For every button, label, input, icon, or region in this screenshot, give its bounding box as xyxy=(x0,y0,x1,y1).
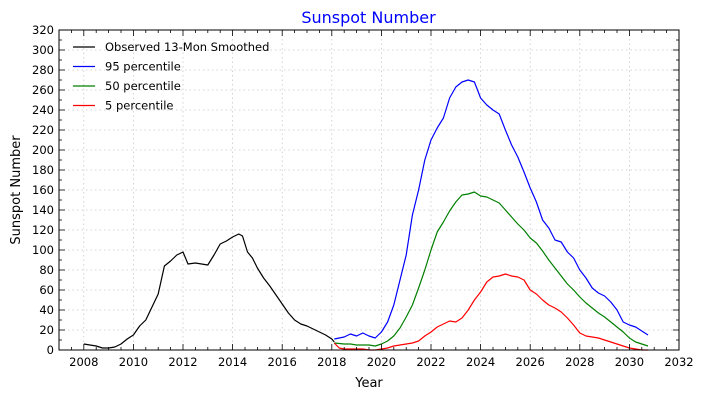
y-tick-label: 240 xyxy=(32,103,54,117)
y-tick-label: 220 xyxy=(32,123,54,137)
x-tick-label: 2018 xyxy=(317,355,346,369)
series-line-1 xyxy=(334,79,649,340)
legend-label-2: 50 percentile xyxy=(105,79,181,93)
series-layer xyxy=(83,79,649,351)
x-tick-label: 2012 xyxy=(168,355,197,369)
x-tick-label: 2010 xyxy=(119,355,148,369)
y-axis-label: Sunspot Number xyxy=(9,135,24,245)
x-tick-label: 2020 xyxy=(367,355,396,369)
x-axis-label: Year xyxy=(354,376,383,391)
series-line-2 xyxy=(334,191,649,347)
y-tick-label: 260 xyxy=(32,83,54,97)
x-tick-label: 2030 xyxy=(615,355,644,369)
y-tick-label: 20 xyxy=(39,323,54,337)
x-tick-label: 2022 xyxy=(416,355,445,369)
legend-label-1: 95 percentile xyxy=(105,60,181,74)
legend-label-0: Observed 13-Mon Smoothed xyxy=(105,40,269,54)
x-tick-label: 2014 xyxy=(218,355,247,369)
y-tick-label: 60 xyxy=(39,283,54,297)
y-tick-label: 160 xyxy=(32,183,54,197)
series-line-0 xyxy=(83,233,335,349)
y-tick-label: 180 xyxy=(32,163,54,177)
axis-ticks: 2008 2010 2012 2014 2016 2018 2020 2022 2024 2026… xyxy=(32,23,694,369)
y-tick-label: 280 xyxy=(32,63,54,77)
y-tick-label: 300 xyxy=(32,43,54,57)
x-tick-label: 2024 xyxy=(466,355,495,369)
y-tick-label: 80 xyxy=(39,263,54,277)
x-tick-label: 2028 xyxy=(565,355,594,369)
x-tick-label: 2008 xyxy=(69,355,98,369)
y-tick-label: 320 xyxy=(32,23,54,37)
y-tick-label: 200 xyxy=(32,143,54,157)
legend: Observed 13-Mon Smoothed 95 percentile 50 … xyxy=(73,40,269,113)
y-tick-label: 0 xyxy=(47,343,54,357)
y-tick-label: 140 xyxy=(32,203,54,217)
x-tick-label: 2026 xyxy=(516,355,545,369)
chart-title: Sunspot Number xyxy=(301,8,436,27)
x-tick-label: 2032 xyxy=(664,355,693,369)
grid-lines xyxy=(59,30,679,350)
legend-label-3: 5 percentile xyxy=(105,99,173,113)
series-line-3 xyxy=(333,273,648,351)
y-tick-label: 120 xyxy=(32,223,54,237)
y-tick-label: 40 xyxy=(39,303,54,317)
x-tick-label: 2016 xyxy=(268,355,297,369)
y-tick-label: 100 xyxy=(32,243,54,257)
